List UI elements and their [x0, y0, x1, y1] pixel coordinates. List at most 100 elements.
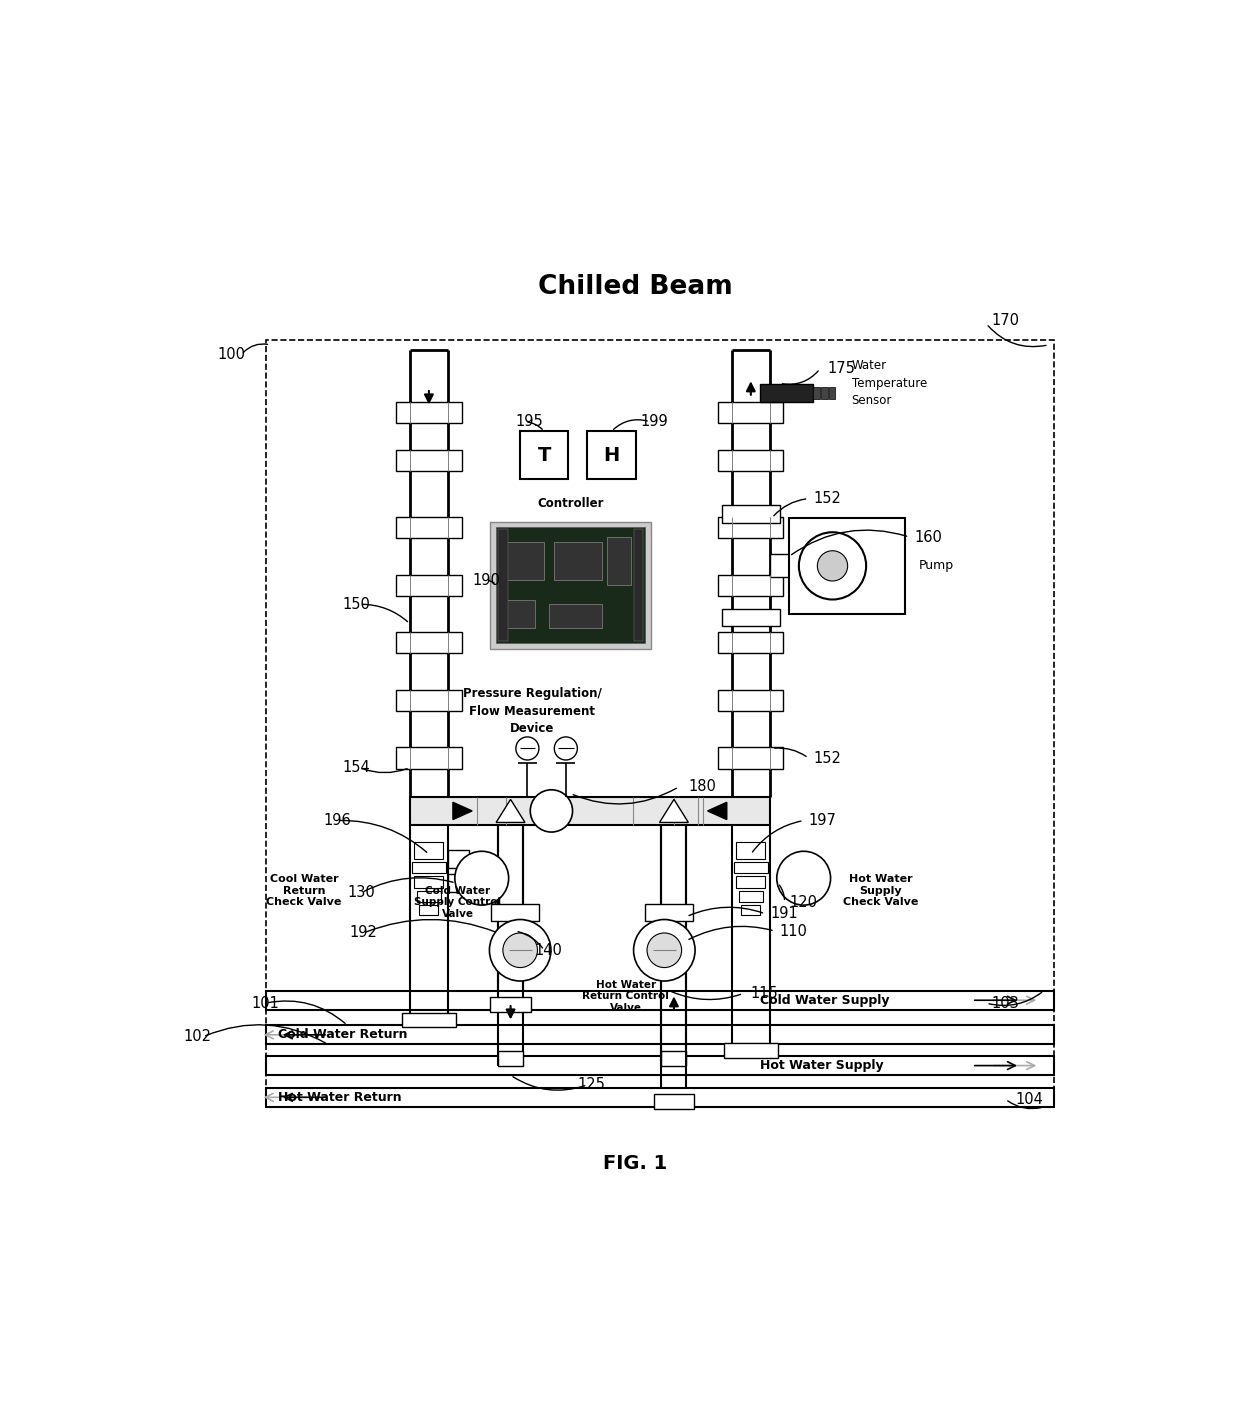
Text: Sensor: Sensor [852, 395, 892, 408]
Text: Chilled Beam: Chilled Beam [538, 274, 733, 301]
Text: 152: 152 [813, 751, 841, 765]
Bar [737, 842, 765, 859]
Bar [722, 608, 780, 627]
Polygon shape [453, 802, 472, 819]
Bar [397, 449, 461, 470]
Bar [718, 574, 784, 596]
Text: 120: 120 [789, 895, 817, 909]
Bar [498, 1052, 523, 1066]
Bar [742, 905, 760, 915]
Bar [588, 432, 635, 479]
Circle shape [554, 737, 578, 760]
Circle shape [516, 737, 539, 760]
Circle shape [503, 933, 537, 968]
Bar [414, 842, 444, 859]
Text: Device: Device [510, 722, 554, 735]
Text: 102: 102 [184, 1029, 212, 1045]
Text: 100: 100 [217, 346, 246, 362]
Bar [410, 351, 448, 797]
Bar [490, 522, 651, 648]
Bar [397, 690, 461, 711]
Text: 154: 154 [342, 760, 371, 775]
Circle shape [634, 919, 696, 980]
Text: 152: 152 [813, 492, 841, 506]
Bar [606, 537, 631, 586]
Bar [402, 1013, 456, 1027]
Text: 160: 160 [914, 530, 942, 544]
Bar [718, 690, 784, 711]
Bar [397, 402, 461, 423]
Circle shape [647, 933, 682, 968]
Circle shape [455, 851, 508, 905]
Text: Cool Water
Return
Check Valve: Cool Water Return Check Valve [267, 874, 342, 908]
Polygon shape [496, 799, 525, 822]
Polygon shape [660, 799, 688, 822]
Text: Cold Water Return: Cold Water Return [278, 1029, 408, 1042]
Bar [498, 529, 507, 641]
Text: Water: Water [852, 359, 887, 372]
Text: 195: 195 [516, 415, 543, 429]
Bar [737, 876, 765, 888]
Text: 199: 199 [640, 415, 668, 429]
Text: 103: 103 [991, 996, 1019, 1010]
Bar [397, 633, 461, 653]
Polygon shape [708, 802, 727, 819]
Text: 140: 140 [534, 943, 563, 958]
Bar [397, 517, 461, 539]
Bar [414, 876, 444, 888]
Bar [448, 851, 469, 868]
Bar [448, 875, 469, 892]
Circle shape [776, 851, 831, 905]
Bar [724, 1043, 777, 1057]
Text: 175: 175 [828, 362, 856, 376]
Text: 104: 104 [1016, 1092, 1043, 1107]
Text: Pump: Pump [919, 560, 954, 573]
Bar [718, 633, 784, 653]
Bar [506, 600, 534, 628]
Bar [718, 517, 784, 539]
Bar [265, 341, 1054, 1090]
Bar [490, 997, 531, 1012]
Text: T: T [537, 446, 551, 465]
Bar [734, 862, 768, 874]
Circle shape [531, 789, 573, 832]
Text: Hot Water
Supply
Check Valve: Hot Water Supply Check Valve [843, 874, 919, 908]
Text: 130: 130 [347, 885, 374, 901]
Bar [397, 748, 461, 768]
Circle shape [817, 550, 848, 581]
Bar [661, 1052, 687, 1066]
Text: 170: 170 [991, 314, 1019, 328]
Text: FIG. 1: FIG. 1 [604, 1154, 667, 1173]
Bar [722, 506, 780, 523]
Bar [419, 905, 439, 915]
Bar [718, 449, 784, 470]
Bar [653, 1094, 694, 1109]
Bar [521, 432, 568, 479]
Bar [739, 891, 763, 902]
Text: Flow Measurement: Flow Measurement [469, 705, 595, 718]
Bar [718, 402, 784, 423]
Text: Temperature: Temperature [852, 376, 928, 390]
Bar [634, 529, 644, 641]
Bar [789, 517, 904, 614]
Text: 101: 101 [250, 996, 279, 1010]
Text: H: H [604, 446, 620, 465]
Bar [813, 386, 820, 399]
Circle shape [490, 919, 551, 980]
Bar [828, 386, 836, 399]
Bar [397, 574, 461, 596]
Text: 180: 180 [688, 779, 717, 794]
Text: Controller: Controller [537, 497, 604, 510]
Text: Cold Water Supply: Cold Water Supply [760, 993, 890, 1006]
Text: 191: 191 [770, 906, 797, 921]
Text: Cold Water
Supply Control
Valve: Cold Water Supply Control Valve [414, 885, 501, 919]
Bar [733, 351, 769, 797]
Bar [496, 527, 645, 643]
Text: 115: 115 [751, 986, 779, 1000]
Text: 192: 192 [350, 925, 377, 941]
Text: Hot Water Supply: Hot Water Supply [760, 1059, 884, 1072]
Text: 196: 196 [324, 814, 351, 828]
Bar [491, 903, 539, 922]
Bar [770, 554, 789, 577]
Bar [409, 797, 770, 825]
